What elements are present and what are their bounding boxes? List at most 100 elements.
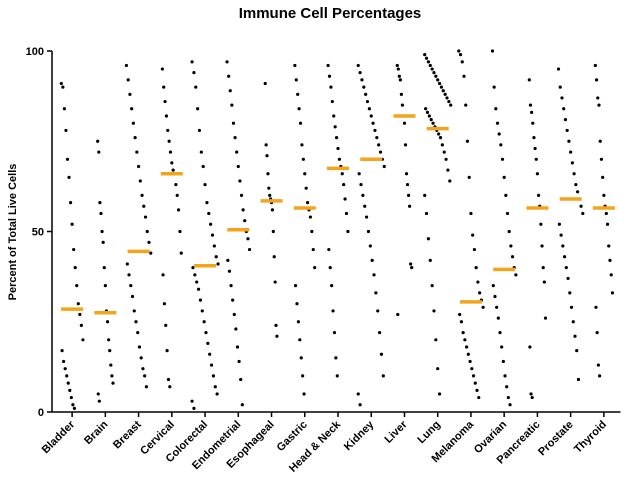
data-point (234, 327, 238, 331)
data-point (296, 320, 301, 324)
data-point (264, 143, 268, 147)
data-point (379, 352, 384, 356)
data-point (330, 284, 334, 288)
data-point (327, 74, 332, 78)
data-point (459, 320, 463, 324)
data-point (541, 266, 545, 270)
data-point (143, 215, 148, 219)
data-point (340, 172, 344, 176)
data-point (396, 67, 400, 71)
data-point (300, 143, 304, 147)
data-point (168, 385, 172, 389)
data-point (560, 96, 564, 100)
data-point (190, 399, 194, 403)
data-point (130, 294, 135, 299)
data-point (228, 89, 232, 93)
data-point (424, 107, 428, 111)
data-point (463, 338, 467, 342)
data-point (75, 284, 79, 288)
data-point (330, 99, 334, 104)
data-point (247, 247, 252, 252)
data-point (136, 330, 140, 335)
data-point (206, 341, 210, 346)
data-point (566, 276, 570, 281)
data-point (297, 107, 301, 111)
data-point (530, 110, 534, 114)
data-point (445, 96, 449, 100)
data-point (267, 186, 271, 190)
data-point (477, 395, 481, 400)
data-point (191, 266, 195, 270)
data-point (364, 92, 368, 96)
data-point (231, 298, 235, 302)
data-point (461, 330, 465, 335)
data-point (130, 107, 134, 111)
data-point (562, 107, 566, 111)
data-point (125, 262, 129, 266)
data-point (395, 63, 399, 68)
data-point (263, 81, 267, 86)
data-point (67, 175, 71, 179)
data-point (68, 388, 72, 392)
data-point (105, 320, 110, 324)
data-point (199, 150, 203, 154)
data-point (440, 143, 444, 147)
data-point (107, 338, 111, 342)
data-point (273, 280, 277, 284)
data-point (564, 266, 568, 270)
data-point (225, 60, 229, 64)
data-point (539, 222, 543, 226)
data-point (167, 139, 171, 143)
data-point (610, 291, 615, 295)
data-point (438, 136, 443, 140)
data-point (424, 56, 429, 60)
data-point (442, 150, 446, 154)
data-point (68, 201, 73, 205)
data-point (508, 403, 512, 407)
data-point (557, 222, 561, 226)
data-point (364, 215, 369, 219)
data-point (192, 71, 196, 75)
data-point (432, 309, 436, 313)
data-point (598, 139, 602, 143)
data-point (208, 352, 212, 356)
data-point (437, 81, 442, 86)
data-point (509, 244, 513, 248)
data-point (567, 139, 571, 143)
data-point (368, 244, 372, 248)
data-point (434, 74, 438, 78)
data-point (233, 136, 237, 140)
data-point (378, 150, 383, 154)
data-point (363, 204, 367, 208)
data-point (357, 172, 361, 176)
data-point (194, 85, 198, 89)
data-point (396, 312, 400, 317)
data-point (164, 114, 169, 118)
data-point (201, 164, 205, 169)
data-point (426, 60, 431, 64)
data-point (562, 255, 567, 259)
data-point (101, 240, 105, 244)
data-point (469, 211, 473, 216)
data-point (305, 201, 310, 205)
data-point (405, 182, 410, 187)
data-point (266, 172, 270, 176)
data-point (96, 392, 100, 396)
data-point (311, 247, 315, 252)
data-point (434, 338, 438, 342)
data-point (170, 161, 174, 165)
x-tick-label: Breast (111, 418, 144, 451)
data-point (481, 305, 485, 309)
data-point (410, 266, 414, 270)
data-point (336, 146, 340, 151)
data-point (561, 244, 565, 248)
data-point (494, 107, 498, 111)
data-point (299, 356, 303, 360)
data-point (528, 345, 532, 349)
data-point (238, 179, 242, 183)
data-point (216, 262, 220, 266)
data-point (504, 193, 508, 197)
data-point (335, 374, 339, 378)
data-point (472, 247, 477, 252)
data-point (59, 81, 63, 86)
